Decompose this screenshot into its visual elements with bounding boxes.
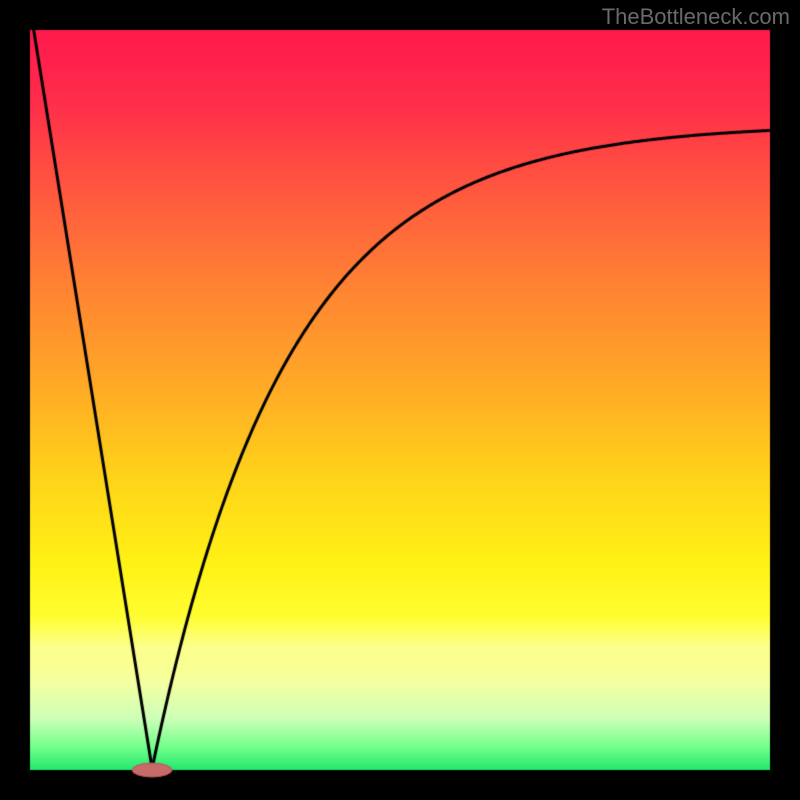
bottleneck-chart-canvas [0, 0, 800, 800]
chart-container: TheBottleneck.com [0, 0, 800, 800]
